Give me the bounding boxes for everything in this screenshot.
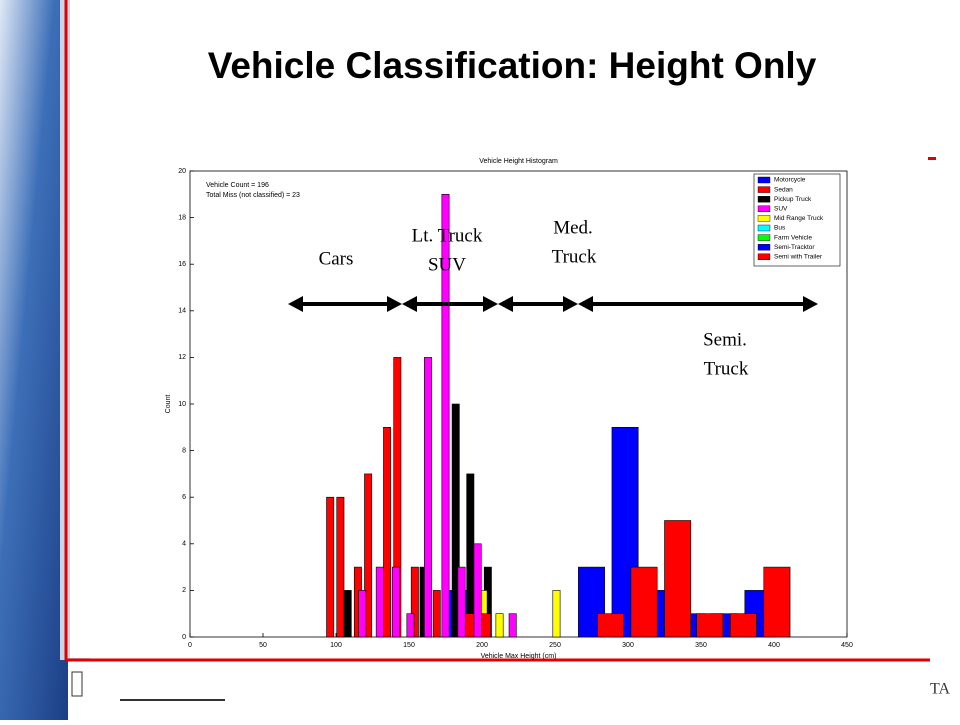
bar [473, 543, 482, 638]
annotation: SUV [428, 254, 466, 275]
y-tick-label: 6 [182, 494, 186, 501]
y-tick-label: 10 [178, 401, 186, 408]
x-tick-label: 250 [549, 642, 561, 649]
x-tick-label: 300 [622, 642, 634, 649]
x-tick-label: 100 [330, 642, 342, 649]
y-tick-label: 0 [182, 634, 186, 641]
bar [410, 566, 419, 638]
x-tick-label: 0 [188, 642, 192, 649]
legend-label: SUV [774, 206, 788, 213]
legend-swatch [757, 243, 771, 251]
annotation: Cars [319, 248, 354, 269]
slide-title: Vehicle Classification: Height Only [208, 45, 817, 86]
bar [343, 590, 352, 638]
bar [326, 496, 335, 638]
x-tick-label: 150 [403, 642, 415, 649]
x-tick-label: 450 [841, 642, 853, 649]
bar [424, 357, 432, 638]
bar [696, 613, 724, 638]
bar [336, 496, 345, 638]
y-axis-label: Count [165, 395, 172, 414]
y-tick-label: 14 [178, 308, 186, 315]
chart-note: Total Miss (not classified) = 23 [206, 192, 300, 199]
legend-swatch [757, 234, 771, 241]
chart-title: Vehicle Height Histogram [479, 158, 558, 165]
bar [466, 473, 475, 638]
legend-label: Semi with Trailer [774, 254, 823, 261]
bar [451, 403, 460, 638]
bar [729, 613, 757, 638]
legend-swatch [757, 253, 771, 261]
bar [364, 473, 373, 638]
y-tick-label: 18 [178, 214, 186, 221]
legend-label: Pickup Truck [774, 196, 812, 203]
legend-swatch [757, 195, 771, 203]
bar [375, 566, 384, 638]
bar [597, 613, 624, 638]
bar [664, 520, 692, 638]
bar [358, 590, 367, 638]
bar [552, 590, 561, 638]
y-tick-label: 12 [178, 354, 186, 361]
y-tick-label: 16 [178, 261, 186, 268]
x-tick-label: 200 [476, 642, 488, 649]
bar [383, 426, 392, 638]
annotation: Med. [553, 217, 593, 238]
footer-box [71, 671, 83, 697]
bar [391, 566, 400, 638]
legend-label: Motorcycle [774, 177, 806, 184]
legend-label: Mid Range Truck [774, 215, 824, 222]
bar [763, 566, 791, 638]
annotation: Truck [552, 246, 597, 267]
map-strip [0, 0, 68, 720]
annotation: Semi. [703, 329, 747, 350]
y-tick-label: 2 [182, 587, 186, 594]
x-tick-label: 400 [768, 642, 780, 649]
legend-label: Bus [774, 225, 786, 232]
x-axis-label: Vehicle Max Height (cm) [481, 653, 557, 660]
legend-swatch [757, 186, 771, 193]
bar [457, 566, 466, 638]
legend-swatch [757, 205, 771, 213]
annotation-bg [310, 247, 360, 273]
x-tick-label: 350 [695, 642, 707, 649]
bar [508, 613, 517, 638]
footer [90, 662, 960, 720]
x-tick-label: 50 [259, 642, 267, 649]
chart-note: Vehicle Count = 196 [206, 182, 269, 189]
range-arrows [288, 296, 818, 312]
footer-text: TA [930, 681, 950, 698]
y-tick-label: 8 [182, 447, 186, 454]
legend-swatch [757, 176, 771, 184]
legend-label: Semi-Tracktor [774, 244, 815, 251]
legend-label: Farm Vehicle [774, 234, 812, 241]
red-dash [928, 157, 936, 160]
plot: Vehicle Height Histogram Vehicle Max Heig… [165, 158, 853, 660]
legend-swatch [757, 215, 771, 222]
y-tick-label: 20 [178, 168, 186, 175]
legend-label: Sedan [774, 186, 793, 193]
plot-area [189, 170, 848, 638]
bar [495, 613, 504, 638]
bar [432, 590, 441, 638]
annotation: Truck [704, 358, 749, 379]
bar [406, 613, 415, 638]
annotation: Lt. Truck [412, 225, 483, 246]
bar [441, 194, 450, 638]
y-tick-label: 4 [182, 541, 186, 548]
bar [630, 566, 658, 638]
legend-swatch [757, 224, 771, 232]
